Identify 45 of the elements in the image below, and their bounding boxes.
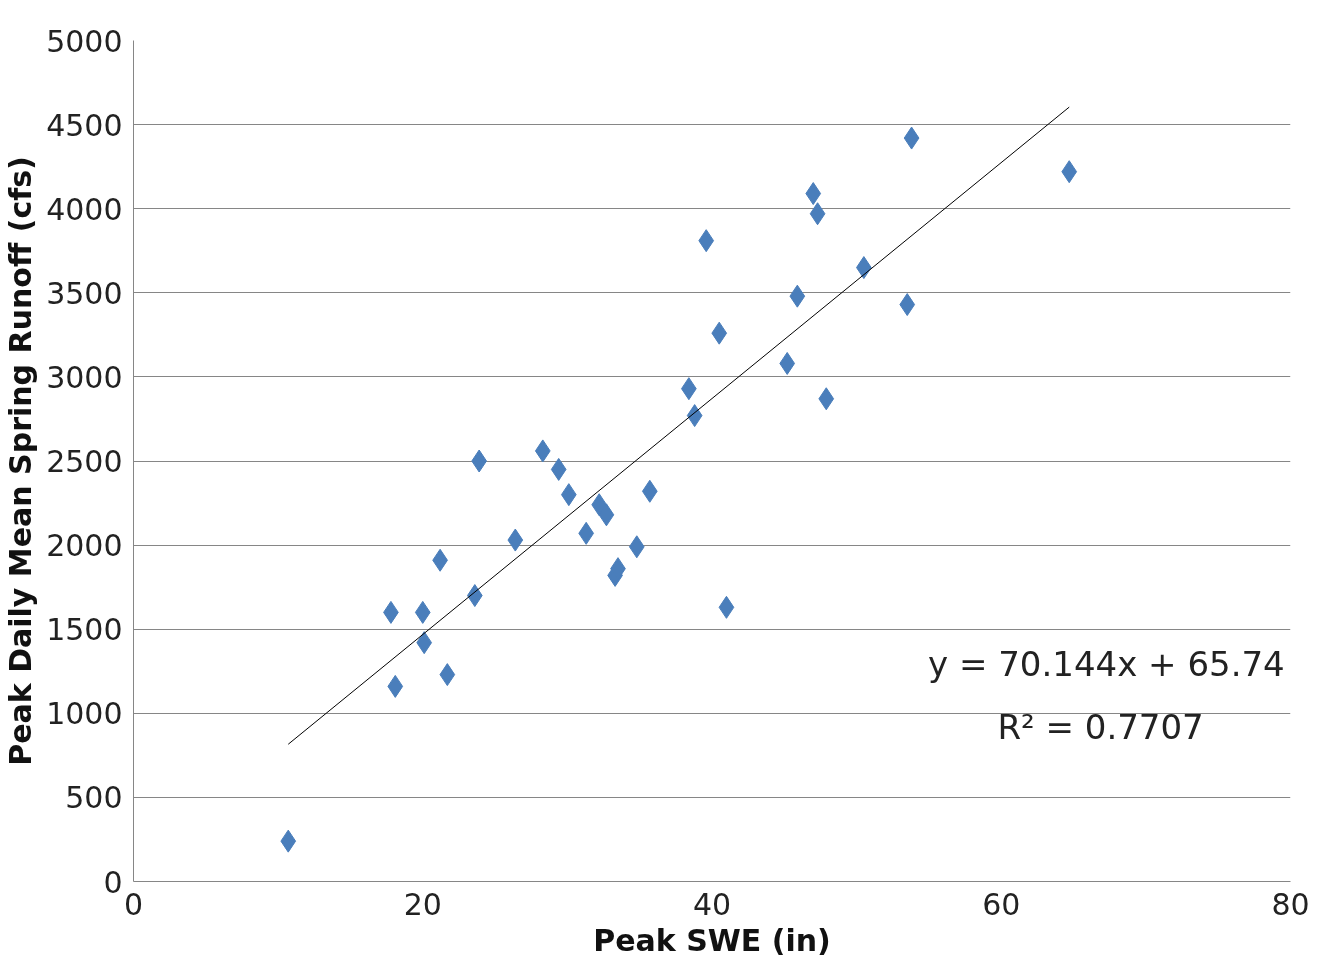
point bbox=[598, 503, 615, 527]
point bbox=[439, 663, 456, 687]
point bbox=[560, 483, 577, 507]
point bbox=[466, 584, 483, 608]
point bbox=[903, 126, 920, 150]
point bbox=[711, 321, 728, 345]
y-tick-label: 0 bbox=[103, 864, 123, 900]
point bbox=[550, 457, 567, 481]
point bbox=[899, 293, 916, 317]
x-tick-label: 60 bbox=[982, 886, 1021, 922]
point bbox=[628, 535, 645, 559]
point bbox=[698, 229, 715, 253]
point bbox=[534, 439, 551, 463]
y-tick-label: 2000 bbox=[46, 528, 123, 564]
point bbox=[805, 182, 822, 206]
y-tick-label: 3000 bbox=[46, 359, 123, 395]
point bbox=[387, 674, 404, 698]
point bbox=[809, 202, 826, 226]
point bbox=[507, 528, 524, 552]
x-tick-label: 80 bbox=[1271, 886, 1310, 922]
annotation: y = 70.144x + 65.74 bbox=[927, 643, 1285, 684]
y-tick-label: 1000 bbox=[46, 696, 123, 732]
x-axis-title: Peak SWE (in) bbox=[593, 922, 831, 958]
annotation: R² = 0.7707 bbox=[997, 706, 1204, 747]
point bbox=[1061, 160, 1078, 184]
y-tick-label: 3500 bbox=[46, 275, 123, 311]
y-tick-label: 4000 bbox=[46, 191, 123, 227]
x-tick-label: 20 bbox=[403, 886, 442, 922]
y-tick-label: 1500 bbox=[46, 612, 123, 648]
point bbox=[789, 284, 806, 308]
point bbox=[641, 479, 658, 503]
point bbox=[718, 595, 735, 619]
point bbox=[416, 631, 433, 655]
x-tick-label: 40 bbox=[692, 886, 732, 922]
y-tick-label: 2500 bbox=[46, 444, 123, 479]
y-tick-label: 500 bbox=[65, 780, 123, 816]
point bbox=[818, 387, 835, 411]
point bbox=[280, 829, 297, 853]
point bbox=[686, 404, 703, 428]
point bbox=[414, 600, 431, 624]
point bbox=[578, 521, 595, 545]
y-tick-label: 5000 bbox=[46, 23, 123, 59]
y-axis-title: Peak Daily Mean Spring Runoff (cfs) bbox=[3, 156, 39, 766]
point bbox=[779, 351, 796, 375]
y-tick-label: 4500 bbox=[46, 107, 123, 143]
